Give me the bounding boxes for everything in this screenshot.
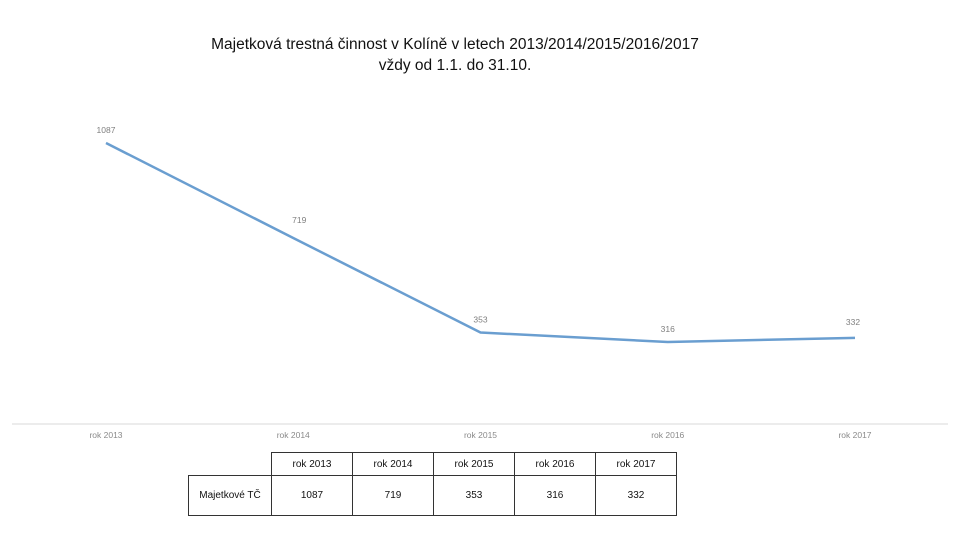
table-header-cell: rok 2013 (271, 452, 353, 476)
table-value-cell: 332 (595, 475, 677, 516)
data-label: 353 (473, 314, 487, 324)
data-label: 719 (292, 215, 306, 225)
chart-title: Majetková trestná činnost v Kolíně v let… (211, 36, 699, 53)
data-table: rok 2013 rok 2014 rok 2015 rok 2016 rok … (188, 452, 677, 516)
x-tick-label: rok 2016 (651, 430, 684, 440)
table-value-cell: 353 (433, 475, 515, 516)
series-line (105, 141, 856, 344)
chart-subtitle: vždy od 1.1. do 31.10. (378, 57, 532, 74)
data-label: 332 (846, 317, 860, 327)
table-corner-cell (189, 453, 272, 476)
table-header-cell: rok 2017 (595, 452, 677, 476)
data-label: 316 (661, 324, 675, 334)
x-tick-label: rok 2013 (89, 430, 122, 440)
x-tick-label: rok 2017 (838, 430, 871, 440)
table-value-cell: 719 (352, 475, 434, 516)
x-tick-labels: rok 2013 rok 2014 rok 2015 rok 2016 rok 2017 (89, 430, 871, 440)
table-header-cell: rok 2016 (514, 452, 596, 476)
x-tick-label: rok 2014 (277, 430, 310, 440)
table-row-label: Majetkové TČ (188, 475, 272, 516)
table-header-cell: rok 2015 (433, 452, 515, 476)
data-label: 1087 (97, 125, 116, 135)
chart-title-block: Majetková trestná činnost v Kolíně v let… (0, 34, 910, 76)
table-header-cell: rok 2014 (352, 452, 434, 476)
table-header-row: rok 2013 rok 2014 rok 2015 rok 2016 rok … (189, 452, 677, 476)
table-value-cell: 316 (514, 475, 596, 516)
table-value-cell: 1087 (271, 475, 353, 516)
table-row: Majetkové TČ 1087 719 353 316 332 (188, 475, 677, 516)
x-tick-label: rok 2015 (464, 430, 497, 440)
data-labels: 1087 719 353 316 332 (97, 125, 861, 334)
